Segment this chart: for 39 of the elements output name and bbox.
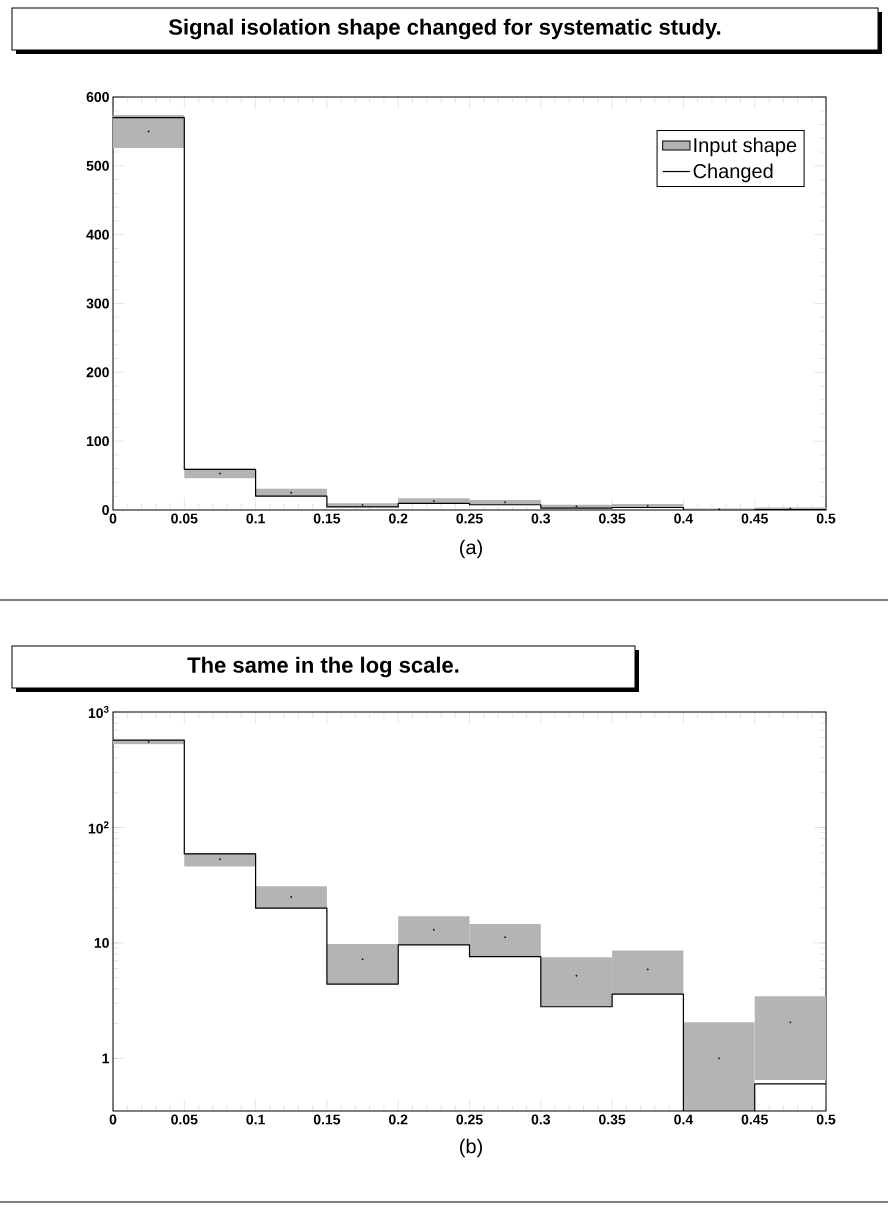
chart-title: The same in the log scale. bbox=[187, 656, 459, 678]
x-tick-label: 0.05 bbox=[171, 513, 198, 524]
x-tick-label: 0.15 bbox=[313, 513, 341, 524]
x-tick-label: 0.35 bbox=[599, 1114, 626, 1125]
chart-title: Signal isolation shape changed for systematic study. bbox=[168, 18, 721, 40]
x-tick-label: 0.3 bbox=[531, 1114, 551, 1125]
x-tick-label: 0.35 bbox=[599, 513, 626, 524]
y-tick-label: 100 bbox=[86, 436, 109, 447]
y-tick-label: 400 bbox=[86, 229, 109, 240]
x-tick-label: 0.5 bbox=[816, 513, 836, 524]
x-tick-label: 0.4 bbox=[674, 513, 694, 524]
y-tick-label: 10$^{2}$ bbox=[88, 821, 109, 834]
x-tick-label: 0.15 bbox=[313, 1114, 341, 1125]
legend-label: Input shape bbox=[694, 137, 797, 157]
y-tick-label: 300 bbox=[86, 298, 109, 309]
x-tick-label: 0.2 bbox=[389, 1114, 408, 1125]
x-tick-label: 0.25 bbox=[456, 513, 483, 524]
text: (b) bbox=[460, 1138, 482, 1158]
x-tick-label: 0 bbox=[109, 513, 117, 524]
y-tick-label: 500 bbox=[86, 160, 109, 171]
legend-label: Changed bbox=[693, 163, 773, 183]
y-tick-label: 10 bbox=[94, 937, 109, 948]
x-tick-label: 0.1 bbox=[246, 513, 265, 524]
y-tick-label: 600 bbox=[86, 92, 109, 102]
y-tick-label: 200 bbox=[86, 367, 109, 378]
y-tick-label: 10$^{3}$ bbox=[88, 705, 109, 719]
x-tick-label: 0.2 bbox=[389, 513, 408, 524]
y-tick-label: 0 bbox=[102, 505, 109, 515]
x-tick-label: 0.3 bbox=[531, 513, 551, 524]
x-tick-label: 0.45 bbox=[741, 513, 768, 524]
x-tick-label: 0.45 bbox=[741, 1114, 768, 1125]
x-tick-label: 0.4 bbox=[674, 1114, 694, 1125]
x-tick-label: 0.5 bbox=[816, 1114, 836, 1125]
x-tick-label: 0.1 bbox=[246, 1114, 265, 1125]
x-tick-label: 0.25 bbox=[456, 1114, 483, 1125]
x-tick-label: 0 bbox=[109, 1114, 117, 1125]
x-tick-label: 0.05 bbox=[171, 1114, 198, 1125]
y-tick-label: 1 bbox=[102, 1053, 110, 1064]
text: (a) bbox=[460, 539, 482, 559]
